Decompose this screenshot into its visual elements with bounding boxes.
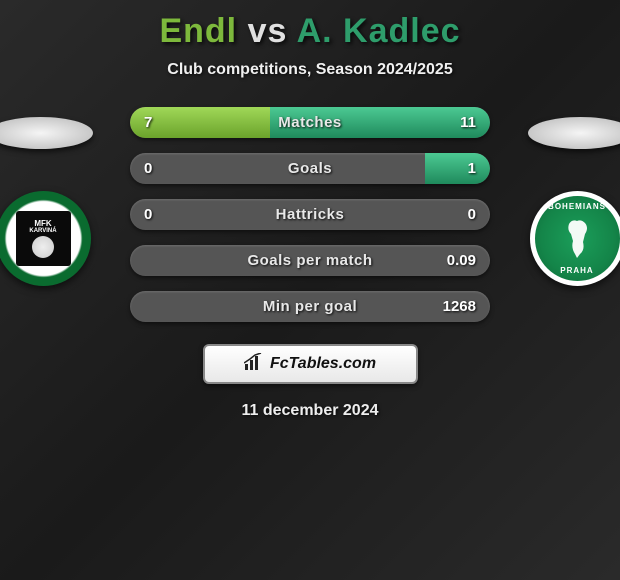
stat-value-right: 11	[460, 114, 476, 131]
brand-text: FcTables.com	[270, 355, 376, 373]
stat-value-right: 1268	[443, 298, 476, 315]
club-badge-bohemians: BOHEMIANS PRAHA	[530, 191, 620, 286]
chart-icon	[244, 353, 264, 376]
stat-bar: Goals0 1	[130, 153, 490, 184]
left-side: MFK KARVINÁ	[10, 107, 120, 286]
stats-column: Matches711Goals01Hattricks00Goals per ma…	[130, 107, 490, 322]
right-side: BOHEMIANS PRAHA	[500, 107, 610, 286]
date-label: 11 december 2024	[242, 402, 379, 420]
stat-value-left: 7	[144, 114, 152, 131]
soccer-ball-icon	[32, 236, 54, 258]
stat-value-right: 0.09	[447, 252, 476, 269]
stat-bar: Goals per match0.09	[130, 245, 490, 276]
stat-label: Goals per match	[130, 252, 490, 269]
stat-label: Min per goal	[130, 298, 490, 315]
bohemians-text-bottom: PRAHA	[560, 266, 593, 275]
karvina-text-2: KARVINÁ	[29, 228, 56, 234]
karvina-text-1: MFK	[34, 219, 51, 228]
player1-name: Endl	[159, 12, 237, 50]
stat-value-left: 0	[144, 206, 152, 223]
stat-value-right: 1	[468, 160, 476, 177]
stat-bar: Matches7 11	[130, 107, 490, 138]
comparison-card: Endl vs A. Kadlec Club competitions, Sea…	[0, 0, 620, 420]
stat-label: Goals	[130, 160, 490, 177]
bohemians-text-top: BOHEMIANS	[548, 202, 606, 211]
stat-bar: Min per goal1268	[130, 291, 490, 322]
kangaroo-icon	[557, 216, 597, 261]
player2-name: A. Kadlec	[297, 12, 461, 50]
stat-bar: Hattricks0 0	[130, 199, 490, 230]
stat-label: Matches	[130, 114, 490, 131]
vs-label: vs	[248, 12, 288, 50]
stat-value-left: 0	[144, 160, 152, 177]
stat-value-right: 0	[468, 206, 476, 223]
player1-avatar-placeholder	[0, 117, 93, 149]
subtitle: Club competitions, Season 2024/2025	[167, 61, 452, 79]
brand-badge[interactable]: FcTables.com	[203, 344, 418, 384]
player2-avatar-placeholder	[528, 117, 620, 149]
page-title: Endl vs A. Kadlec	[159, 12, 460, 51]
karvina-shield: MFK KARVINÁ	[16, 211, 71, 266]
main-row: MFK KARVINÁ Matches711Goals01Hattricks00…	[0, 107, 620, 322]
club-badge-karvina: MFK KARVINÁ	[0, 191, 91, 286]
stat-label: Hattricks	[130, 206, 490, 223]
